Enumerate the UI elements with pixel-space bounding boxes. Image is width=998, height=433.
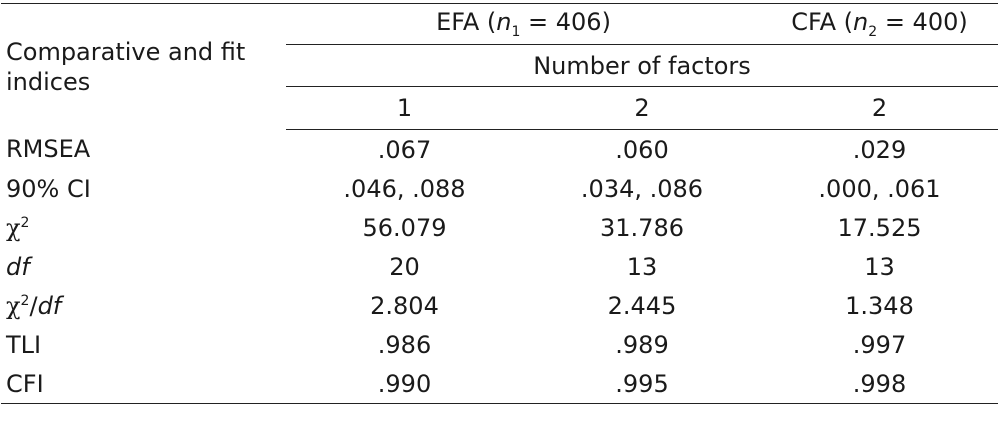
cell-df-efa-2: 13 <box>626 252 658 281</box>
row-label-chi-square-df: χ2/df <box>6 291 62 320</box>
factor-count-cfa-2: 2 <box>761 86 998 130</box>
table-header: Comparative and fit indices EFA (n1 = 40… <box>1 3 998 130</box>
row-label-tli: TLI <box>6 330 42 359</box>
header-row-groups: Comparative and fit indices EFA (n1 = 40… <box>1 3 998 130</box>
cell-df-efa-1: 20 <box>389 252 420 281</box>
factor-count-efa-1: 1 <box>286 86 523 130</box>
cell-tli-cfa-2: .997 <box>852 330 907 359</box>
cell-cfi-efa-2: .995 <box>523 364 761 404</box>
cell-chi-square-efa-2: 31.786 <box>600 213 684 242</box>
row-label-df: df <box>6 252 30 281</box>
cell-chi-square-cfa-2: 17.525 <box>837 213 922 242</box>
fit-indices-table: Comparative and fit indices EFA (n1 = 40… <box>1 3 998 404</box>
row-label-ci: 90% CI <box>6 174 91 203</box>
cell-cfi-efa-1: .990 <box>286 364 523 404</box>
cell-chi-square-df-efa-2: 2.445 <box>607 291 677 320</box>
cell-df-cfa-2: 13 <box>864 252 895 281</box>
fit-indices-table-wrapper: Comparative and fit indices EFA (n1 = 40… <box>1 3 998 404</box>
cell-ci-cfa-2: .000, .061 <box>818 174 941 203</box>
table-body: RMSEA .067 .060 .029 90% CI .046, .088 .… <box>1 130 998 404</box>
header-row-factor-counts: 1 2 2 <box>1 86 998 130</box>
cell-rmsea-efa-2: .060 <box>615 135 669 164</box>
table-row-df: df 20 13 13 <box>1 247 998 286</box>
cell-chi-square-df-efa-1: 2.804 <box>370 291 439 320</box>
header-row-spanner: Number of factors <box>1 44 998 87</box>
cfa-group-header: CFA (n2 = 400) <box>761 3 998 45</box>
row-label-cfi: CFI <box>1 364 286 404</box>
cell-chi-square-df-cfa-2: 1.348 <box>845 291 914 320</box>
factor-count-efa-2: 2 <box>523 86 761 130</box>
efa-group-header: EFA (n1 = 406) <box>286 3 761 45</box>
row-label-chi-square: χ2 <box>6 213 30 242</box>
cell-tli-efa-1: .986 <box>377 330 432 359</box>
stub-header: Comparative and fit indices <box>1 3 286 130</box>
number-of-factors-header: Number of factors <box>286 44 998 87</box>
cell-ci-efa-2: .034, .086 <box>580 174 704 203</box>
table-row-cfi: CFI .990 .995 .998 <box>1 364 998 404</box>
row-label-rmsea: RMSEA <box>6 135 91 164</box>
cell-tli-efa-2: .989 <box>615 330 669 359</box>
cell-ci-efa-1: .046, .088 <box>343 174 466 203</box>
table-row-chi-square-df: χ2/df 2.804 2.445 1.348 <box>1 286 998 325</box>
table-row-ci: 90% CI .046, .088 .034, .086 .000, .061 <box>1 169 998 208</box>
table-row-tli: TLI .986 .989 .997 <box>1 325 998 364</box>
cell-rmsea-efa-1: .067 <box>377 135 432 164</box>
cell-rmsea-cfa-2: .029 <box>852 135 907 164</box>
table-row-rmsea: RMSEA .067 .060 .029 <box>1 130 998 170</box>
table-row-chi-square: χ2 56.079 31.786 17.525 <box>1 208 998 247</box>
cell-cfi-cfa-2: .998 <box>761 364 998 404</box>
cell-chi-square-efa-1: 56.079 <box>362 213 447 242</box>
